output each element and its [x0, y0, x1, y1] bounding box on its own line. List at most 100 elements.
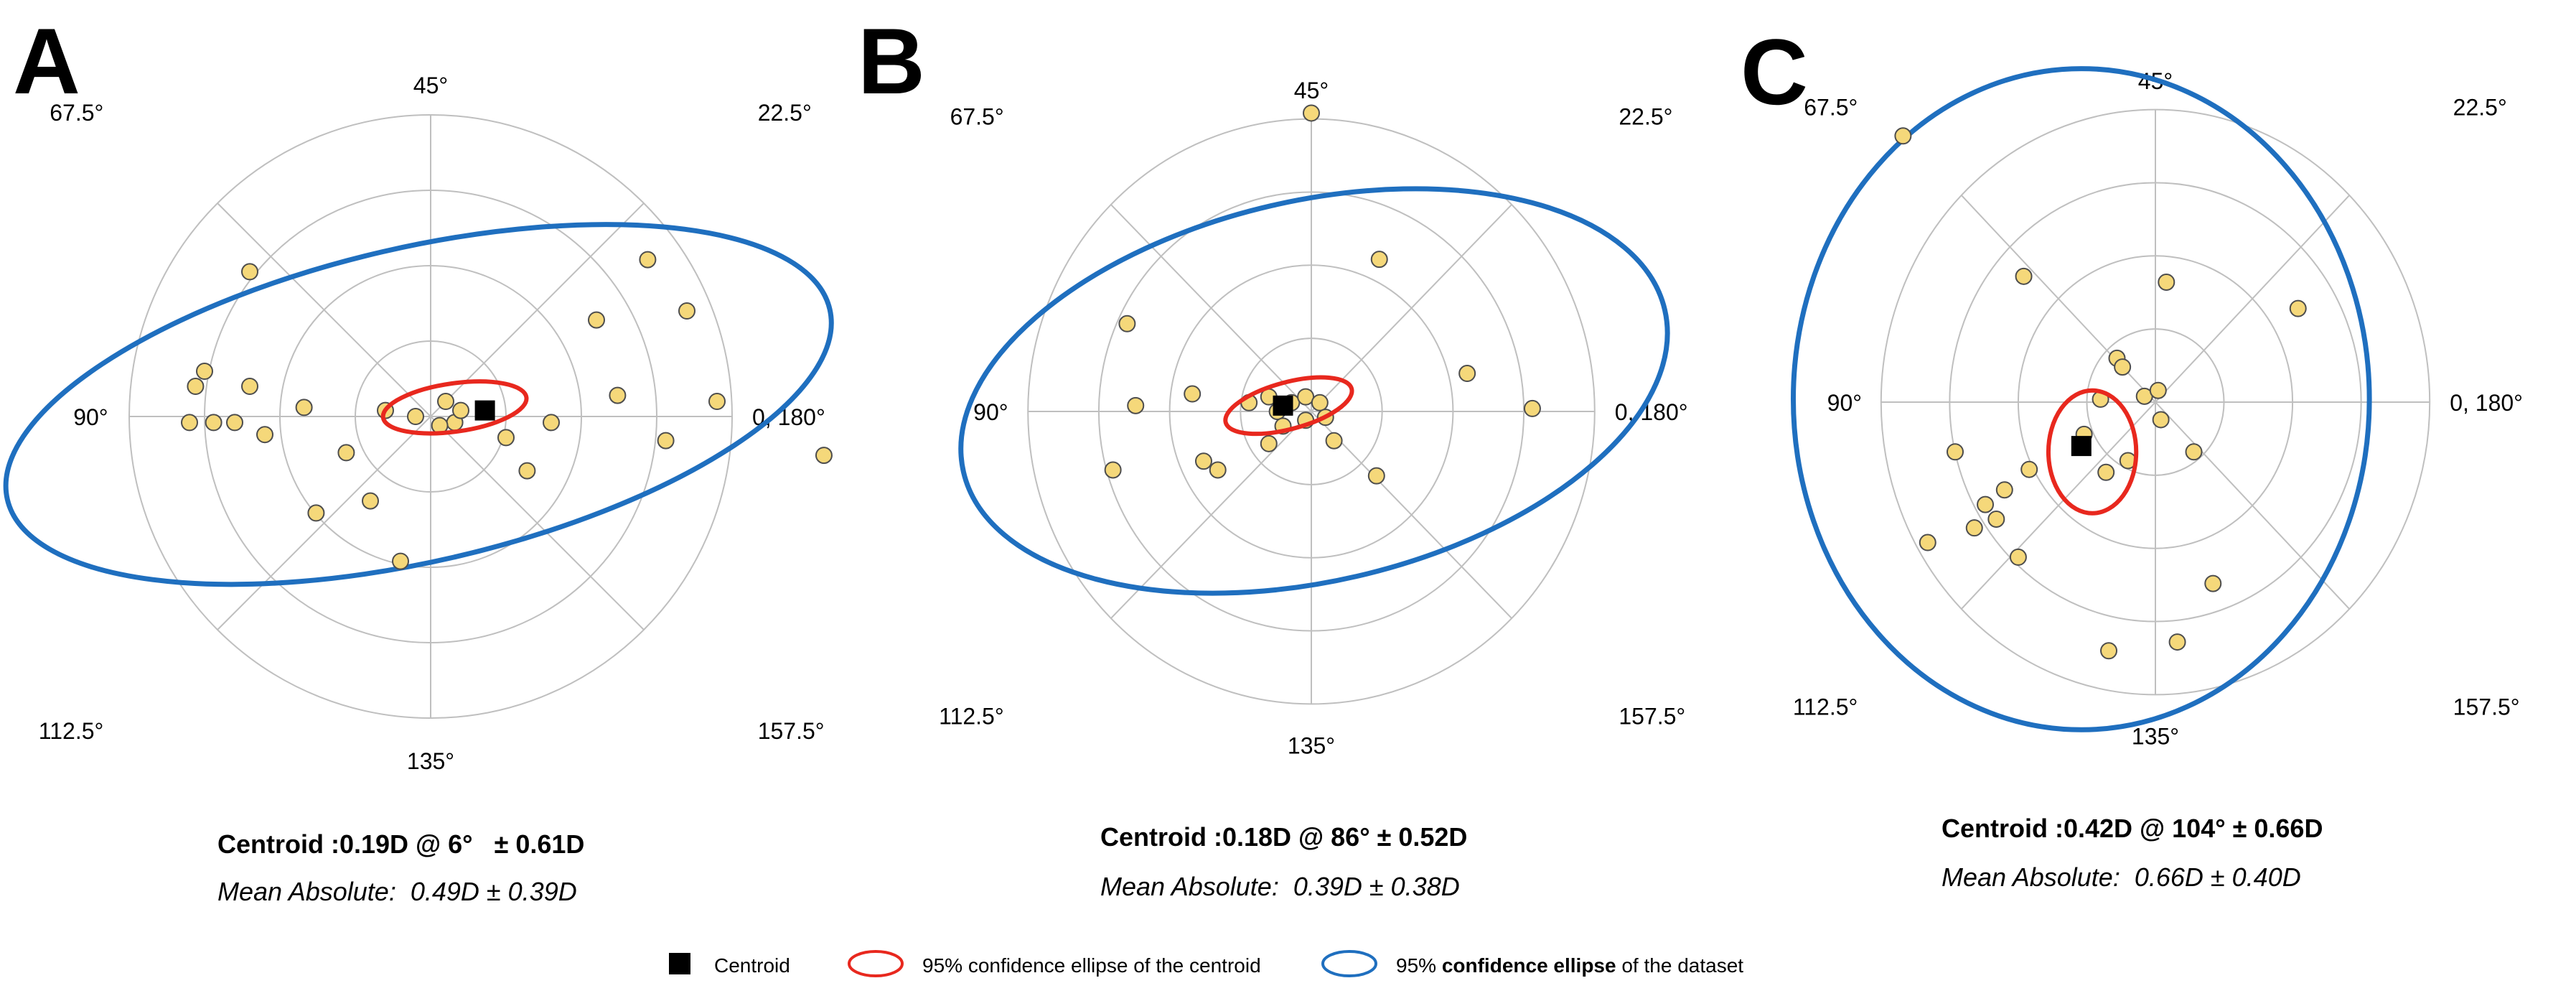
data-point: [1367, 467, 1385, 485]
centroid-marker: [2071, 436, 2092, 457]
data-point: [1946, 443, 1964, 461]
legend-dataset-ellipse-marker: [1321, 950, 1377, 977]
caption-centroid: Centroid :0.19D @ 6° ± 0.61D: [217, 829, 584, 859]
caption-centroid: Centroid :0.18D @ 86° ± 0.52D: [1100, 822, 1467, 852]
grid-ring: [1880, 108, 2431, 696]
data-point: [307, 504, 325, 522]
caption-centroid: Centroid :0.42D @ 104° ± 0.66D: [1942, 814, 2323, 843]
data-point: [1965, 519, 1983, 537]
data-point: [678, 302, 695, 320]
grid-ring: [279, 265, 582, 568]
data-point: [1303, 104, 1320, 122]
centroid-confidence-ellipse: [2046, 388, 2139, 516]
data-point: [708, 393, 726, 410]
data-point: [1311, 394, 1329, 411]
data-point: [1184, 385, 1202, 403]
data-point: [2152, 411, 2170, 429]
data-point: [1995, 481, 2013, 499]
data-point: [543, 414, 560, 432]
data-point: [1458, 365, 1476, 383]
angle-tick-label: 135°: [2132, 723, 2179, 749]
angle-tick-label: 45°: [1294, 78, 1329, 103]
legend-dataset-ellipse-label: 95% confidence ellipse of the dataset: [1396, 954, 1743, 977]
data-point: [337, 444, 355, 462]
dataset-confidence-ellipse: [1790, 66, 2372, 732]
data-point: [241, 378, 258, 395]
angle-tick-label: 157.5°: [1619, 704, 1685, 730]
angle-tick-label: 90°: [973, 399, 1008, 425]
angle-tick-label: 67.5°: [950, 104, 1004, 130]
legend-centroid-label: Centroid: [714, 954, 790, 977]
data-point: [437, 393, 454, 410]
angle-tick-label: 22.5°: [1619, 104, 1672, 130]
caption-mean-absolute: Mean Absolute: 0.39D ± 0.38D: [1100, 872, 1460, 901]
data-point: [518, 462, 536, 480]
data-point: [2097, 463, 2115, 481]
angle-tick-label: 67.5°: [50, 100, 103, 126]
data-point: [657, 432, 675, 450]
legend-dataset-ellipse-label-bold: confidence ellipse: [1442, 954, 1616, 977]
data-point: [2168, 633, 2186, 651]
data-point: [1325, 432, 1343, 450]
grid-ring: [1097, 191, 1525, 632]
data-point: [226, 414, 243, 432]
angle-tick-label: 112.5°: [1793, 694, 1858, 720]
angle-tick-label: 67.5°: [1804, 95, 1858, 121]
legend-dataset-ellipse-label-prefix: 95%: [1396, 954, 1442, 977]
data-point: [1194, 452, 1212, 470]
angle-tick-label: 135°: [407, 748, 454, 774]
panel-label: C: [1741, 19, 1808, 124]
data-point: [1919, 534, 1936, 551]
panel-c: C Centroid :0.42D @ 104° ± 0.66D Mean Ab…: [1741, 19, 2523, 892]
caption-mean-absolute: Mean Absolute: 0.66D ± 0.40D: [1942, 862, 2301, 892]
panel-a: A Centroid :0.19D @ 6° ± 0.61D Mean Abso…: [3, 9, 834, 906]
data-point: [452, 401, 469, 419]
grid-ring: [1949, 182, 2362, 623]
angle-tick-label: 112.5°: [939, 704, 1004, 730]
data-point: [815, 447, 833, 465]
angle-tick-label: 157.5°: [2453, 694, 2520, 720]
data-point: [2114, 358, 2132, 376]
data-point: [2020, 460, 2038, 478]
grid-ring: [128, 114, 733, 719]
data-point: [2185, 443, 2203, 461]
data-point: [2204, 574, 2222, 592]
data-point: [1118, 315, 1136, 332]
legend-centroid-ellipse-marker: [848, 950, 904, 977]
data-point: [295, 399, 313, 416]
caption-mean-absolute: Mean Absolute: 0.49D ± 0.39D: [217, 877, 577, 906]
data-point: [181, 414, 198, 432]
data-point: [187, 378, 205, 395]
data-point: [256, 426, 273, 444]
data-point: [392, 552, 409, 570]
data-point: [1260, 434, 1278, 452]
centroid-confidence-ellipse: [380, 379, 529, 436]
legend-dataset-ellipse-label-suffix: of the dataset: [1616, 954, 1744, 977]
centroid-marker: [474, 400, 495, 421]
data-point: [588, 311, 605, 329]
data-point: [196, 363, 213, 380]
data-point: [609, 386, 627, 404]
centroid-marker: [1273, 395, 1293, 416]
angle-tick-label: 135°: [1288, 732, 1335, 758]
data-point: [1894, 127, 1912, 145]
dataset-confidence-ellipse: [958, 186, 1670, 596]
data-point: [639, 251, 657, 269]
angle-tick-label: 0, 180°: [2450, 390, 2523, 416]
data-point: [2149, 381, 2167, 399]
data-point: [2009, 548, 2027, 566]
data-point: [1523, 399, 1541, 417]
data-point: [2158, 273, 2175, 291]
dataset-confidence-ellipse: [3, 222, 834, 587]
data-point: [362, 492, 379, 510]
data-point: [2100, 642, 2118, 660]
data-point: [1977, 495, 1995, 513]
panel-label: B: [858, 9, 925, 113]
legend-centroid-marker: [669, 953, 690, 974]
data-point: [2015, 267, 2033, 285]
grid-ring: [1168, 264, 1454, 559]
data-point: [407, 408, 424, 425]
angle-tick-label: 22.5°: [2453, 95, 2507, 121]
data-point: [1127, 396, 1145, 414]
